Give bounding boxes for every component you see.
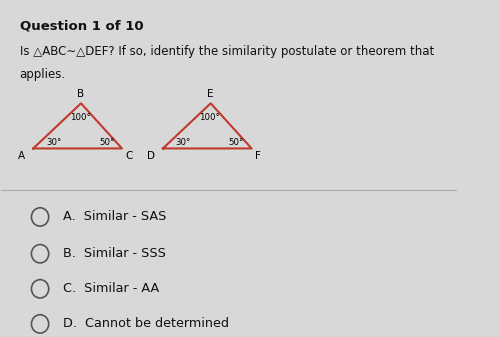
Text: 30°: 30°	[176, 139, 191, 148]
Text: 100°: 100°	[70, 113, 90, 122]
Text: Is △ABC∼△DEF? If so, identify the similarity postulate or theorem that: Is △ABC∼△DEF? If so, identify the simila…	[20, 45, 434, 58]
Text: 30°: 30°	[46, 139, 62, 148]
Text: B.  Similar - SSS: B. Similar - SSS	[63, 247, 166, 260]
Text: D.  Cannot be determined: D. Cannot be determined	[63, 317, 229, 330]
Text: F: F	[256, 151, 261, 161]
Text: A: A	[18, 151, 25, 161]
Text: C: C	[126, 151, 133, 161]
Text: 50°: 50°	[99, 139, 114, 148]
Text: 100°: 100°	[200, 113, 220, 122]
Text: 50°: 50°	[229, 139, 244, 148]
Text: B: B	[78, 89, 84, 99]
Text: C.  Similar - AA: C. Similar - AA	[63, 282, 159, 295]
Text: applies.: applies.	[20, 68, 66, 81]
Text: A.  Similar - SAS: A. Similar - SAS	[63, 211, 166, 223]
Text: D: D	[146, 151, 154, 161]
Text: E: E	[208, 89, 214, 99]
Text: Question 1 of 10: Question 1 of 10	[20, 20, 143, 33]
